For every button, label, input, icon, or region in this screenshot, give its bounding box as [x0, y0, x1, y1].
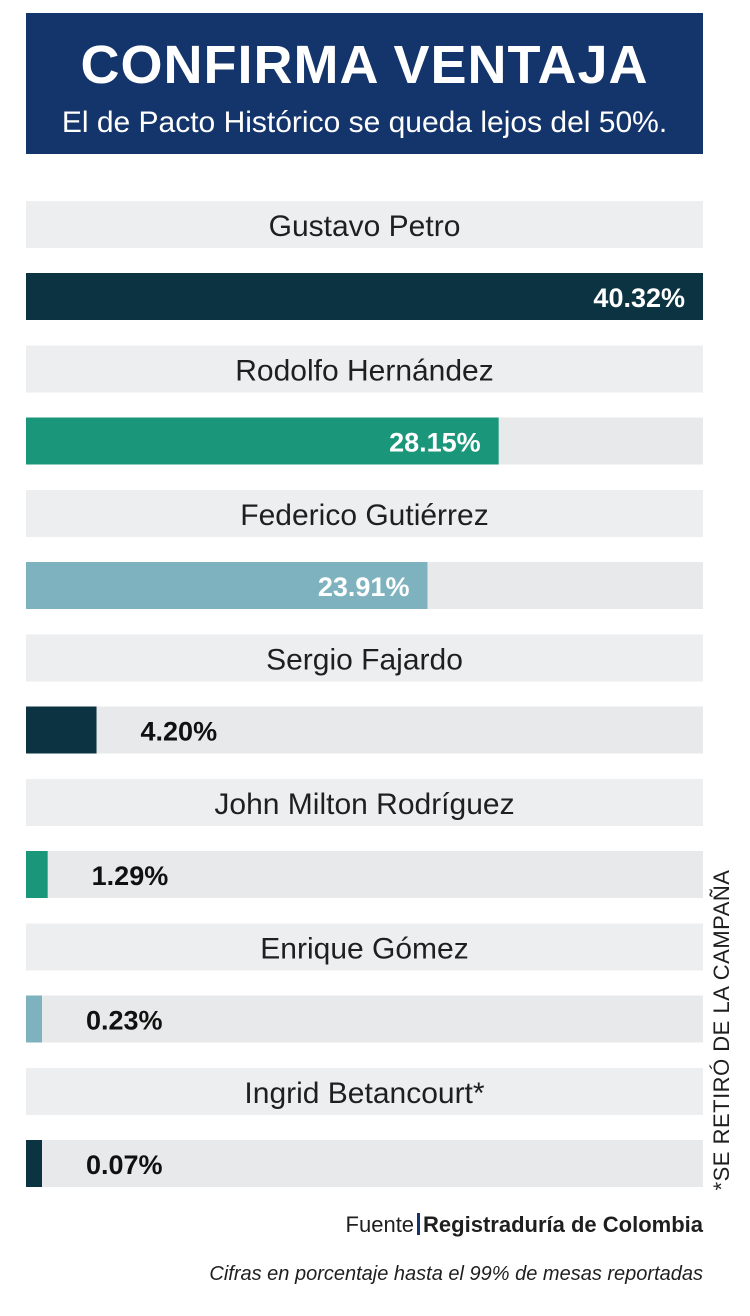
bar-track — [26, 851, 703, 898]
category-label-bg — [26, 923, 703, 971]
category-label-bg — [26, 201, 703, 248]
category-label-bg — [26, 490, 703, 537]
footnote: Cifras en porcentaje hasta el 99% de mes… — [209, 1263, 703, 1285]
category-label-bg — [26, 1068, 703, 1115]
withdrawn-note: *SE RETIRÓ DE LA CAMPAÑA — [709, 869, 734, 1191]
bar — [26, 417, 499, 465]
source-organization: Registraduría de Colombia — [423, 1212, 703, 1237]
bar — [26, 273, 703, 320]
bar-track — [26, 1140, 703, 1187]
category-label: John Milton Rodríguez — [214, 788, 514, 821]
source-label: Fuente — [345, 1212, 415, 1237]
data-label: 0.23% — [86, 1006, 163, 1036]
data-label: 40.32% — [593, 283, 685, 313]
data-label: 4.20% — [141, 717, 218, 747]
bar — [26, 562, 428, 609]
category-label: Enrique Gómez — [260, 933, 468, 966]
category-label: Sergio Fajardo — [266, 644, 463, 677]
source-line: Fuente Registraduría de Colombia — [346, 1212, 703, 1238]
category-label: Federico Gutiérrez — [240, 499, 488, 532]
chart-title: CONFIRMA VENTAJA — [80, 35, 649, 95]
category-label: Gustavo Petro — [269, 210, 461, 243]
data-label: 0.07% — [86, 1150, 163, 1180]
bar — [26, 706, 97, 754]
category-label-bg — [26, 779, 703, 826]
category-label: Rodolfo Hernández — [235, 355, 494, 388]
data-label: 23.91% — [318, 572, 410, 602]
category-label: Ingrid Betancourt* — [244, 1077, 484, 1110]
bar — [26, 1140, 42, 1187]
data-label: 1.29% — [92, 861, 169, 891]
chart-subtitle: El de Pacto Histórico se queda lejos del… — [61, 106, 668, 139]
bar-track — [26, 995, 703, 1043]
bar-track — [26, 706, 703, 754]
data-label: 28.15% — [389, 428, 481, 458]
category-label-bg — [26, 634, 703, 682]
category-label-bg — [26, 345, 703, 393]
chart-header: CONFIRMA VENTAJA El de Pacto Histórico s… — [26, 13, 703, 154]
source-separator — [417, 1213, 421, 1235]
bar — [26, 851, 48, 898]
bar — [26, 995, 42, 1043]
